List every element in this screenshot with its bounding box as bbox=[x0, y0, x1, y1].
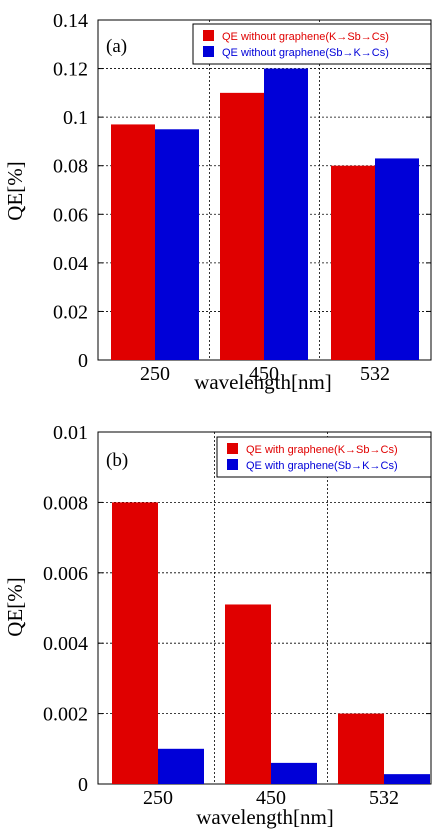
y-tick-label: 0.14 bbox=[53, 10, 88, 32]
legend-swatch bbox=[203, 30, 214, 41]
y-tick-label: 0 bbox=[78, 350, 88, 372]
y-tick-label: 0.006 bbox=[43, 563, 88, 585]
chart-panel-a: (a) wavelength[nm] QE[%] 0 0.02 0.04 0.06 0.… bbox=[3, 10, 432, 394]
bar-red-450 bbox=[225, 604, 271, 784]
y-axis-title-b: QE[%] bbox=[3, 577, 27, 636]
y-tick-label: 0.002 bbox=[43, 704, 88, 726]
panel-label-b: (b) bbox=[106, 450, 128, 471]
bar-red-250 bbox=[112, 502, 158, 784]
legend-swatch bbox=[227, 443, 238, 454]
x-tick-label: 250 bbox=[140, 363, 170, 385]
x-tick-label: 532 bbox=[369, 787, 399, 809]
x-tick-label: 250 bbox=[143, 787, 173, 809]
legend: QE without graphene(K→Sb→Cs) QE without g… bbox=[192, 23, 432, 65]
bar-red-532 bbox=[331, 165, 375, 360]
x-tick-label: 532 bbox=[360, 363, 390, 385]
y-tick-label: 0.06 bbox=[53, 204, 88, 226]
y-tick-label: 0.02 bbox=[53, 301, 88, 323]
bar-blue-250 bbox=[155, 129, 199, 360]
bar-red-532 bbox=[338, 713, 384, 784]
bar-blue-450 bbox=[264, 68, 308, 361]
legend: QE with graphene(K→Sb→Cs) QE with graphen… bbox=[216, 436, 432, 478]
legend-swatch bbox=[203, 46, 214, 57]
chart-panel-b: (b) wavelength[nm] QE[%] 0 0.002 0.004 0.00… bbox=[3, 422, 432, 829]
y-axis-title-a: QE[%] bbox=[3, 161, 27, 220]
y-tick-label: 0.12 bbox=[53, 59, 88, 81]
legend-label: QE with graphene(K→Sb→Cs) bbox=[246, 444, 398, 456]
y-tick-label: 0.1 bbox=[63, 107, 88, 129]
y-tick-label: 0.008 bbox=[43, 492, 88, 514]
y-tick-label: 0.08 bbox=[53, 156, 88, 178]
bar-blue-450 bbox=[271, 762, 317, 784]
bar-red-250 bbox=[111, 124, 155, 360]
legend-box bbox=[192, 23, 432, 65]
panel-label-a: (a) bbox=[106, 36, 127, 57]
legend-label: QE with graphene(Sb→K→Cs) bbox=[246, 460, 398, 472]
legend-label: QE without graphene(K→Sb→Cs) bbox=[222, 31, 389, 43]
x-axis-title-a: wavelength[nm] bbox=[194, 370, 332, 394]
y-tick-label: 0.04 bbox=[53, 253, 88, 275]
y-tick-label: 0.01 bbox=[53, 422, 88, 444]
legend-label: QE without graphene(Sb→K→Cs) bbox=[222, 47, 389, 59]
x-tick-label: 450 bbox=[249, 363, 279, 385]
legend-swatch bbox=[227, 459, 238, 470]
bar-blue-250 bbox=[158, 748, 204, 784]
bar-red-450 bbox=[220, 92, 264, 360]
x-tick-label: 450 bbox=[256, 787, 286, 809]
x-axis-title-b: wavelength[nm] bbox=[196, 805, 334, 829]
y-tick-label: 0.004 bbox=[43, 633, 88, 655]
legend-box bbox=[216, 436, 432, 478]
bar-blue-532 bbox=[375, 158, 419, 360]
bar-blue-532 bbox=[384, 774, 430, 784]
y-tick-label: 0 bbox=[78, 774, 88, 796]
